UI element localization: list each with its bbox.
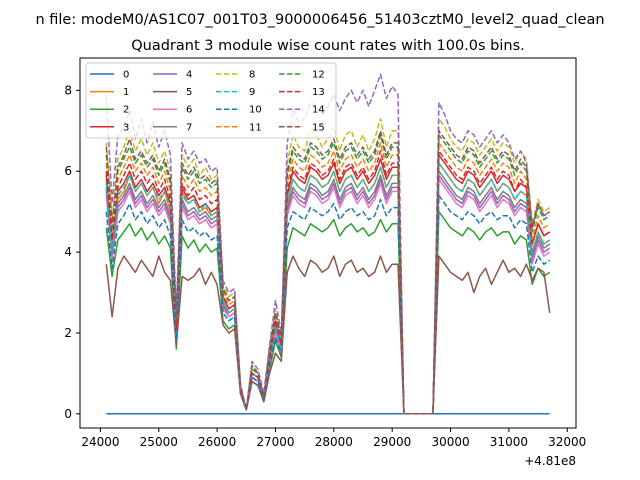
legend-box [85, 62, 337, 139]
legend-label-5: 5 [186, 87, 192, 98]
y-tick-label: 0 [64, 407, 72, 421]
legend-label-13: 13 [312, 87, 325, 98]
legend-label-8: 8 [249, 70, 255, 81]
series-line-10 [105, 194, 551, 415]
y-tick-label: 6 [64, 164, 72, 178]
series-line-9 [105, 162, 551, 415]
legend-label-2: 2 [123, 105, 129, 116]
y-axis: 0 2 4 6 8 [64, 83, 80, 421]
legend-label-0: 0 [123, 70, 129, 81]
x-tick-label: 26000 [198, 435, 236, 449]
x-tick-label: 29000 [373, 435, 411, 449]
legend-label-12: 12 [312, 70, 325, 81]
x-axis-offset-label: +4.81e8 [524, 454, 576, 468]
plot-frame [79, 57, 577, 429]
legend-label-4: 4 [186, 70, 192, 81]
x-tick-label: 27000 [256, 435, 294, 449]
chart-title: Quadrant 3 module wise count rates with … [131, 38, 525, 54]
y-tick-label: 4 [64, 245, 72, 259]
series-line-15 [105, 130, 551, 415]
chart-file-title: n file: modeM0/AS1C07_001T03_9000006456_… [35, 12, 604, 28]
legend-label-7: 7 [186, 122, 192, 133]
x-tick-label: 30000 [431, 435, 469, 449]
legend-label-15: 15 [312, 122, 325, 133]
x-tick-label: 25000 [140, 435, 178, 449]
legend-label-11: 11 [249, 122, 262, 133]
y-tick-label: 8 [64, 83, 72, 97]
y-tick-label: 2 [64, 326, 72, 340]
series-line-5 [105, 255, 551, 415]
x-tick-label: 31000 [490, 435, 528, 449]
x-axis: 24000 25000 26000 27000 28000 29000 30000 31000… [81, 428, 586, 449]
x-tick-label: 32000 [548, 435, 586, 449]
legend-label-1: 1 [123, 87, 129, 98]
x-tick-label: 28000 [315, 435, 353, 449]
series-layer [105, 73, 551, 415]
legend-label-14: 14 [312, 105, 325, 116]
legend-label-3: 3 [123, 122, 129, 133]
legend-label-9: 9 [249, 87, 255, 98]
legend-label-10: 10 [249, 105, 262, 116]
x-tick-label: 24000 [81, 435, 119, 449]
legend-label-6: 6 [186, 105, 192, 116]
